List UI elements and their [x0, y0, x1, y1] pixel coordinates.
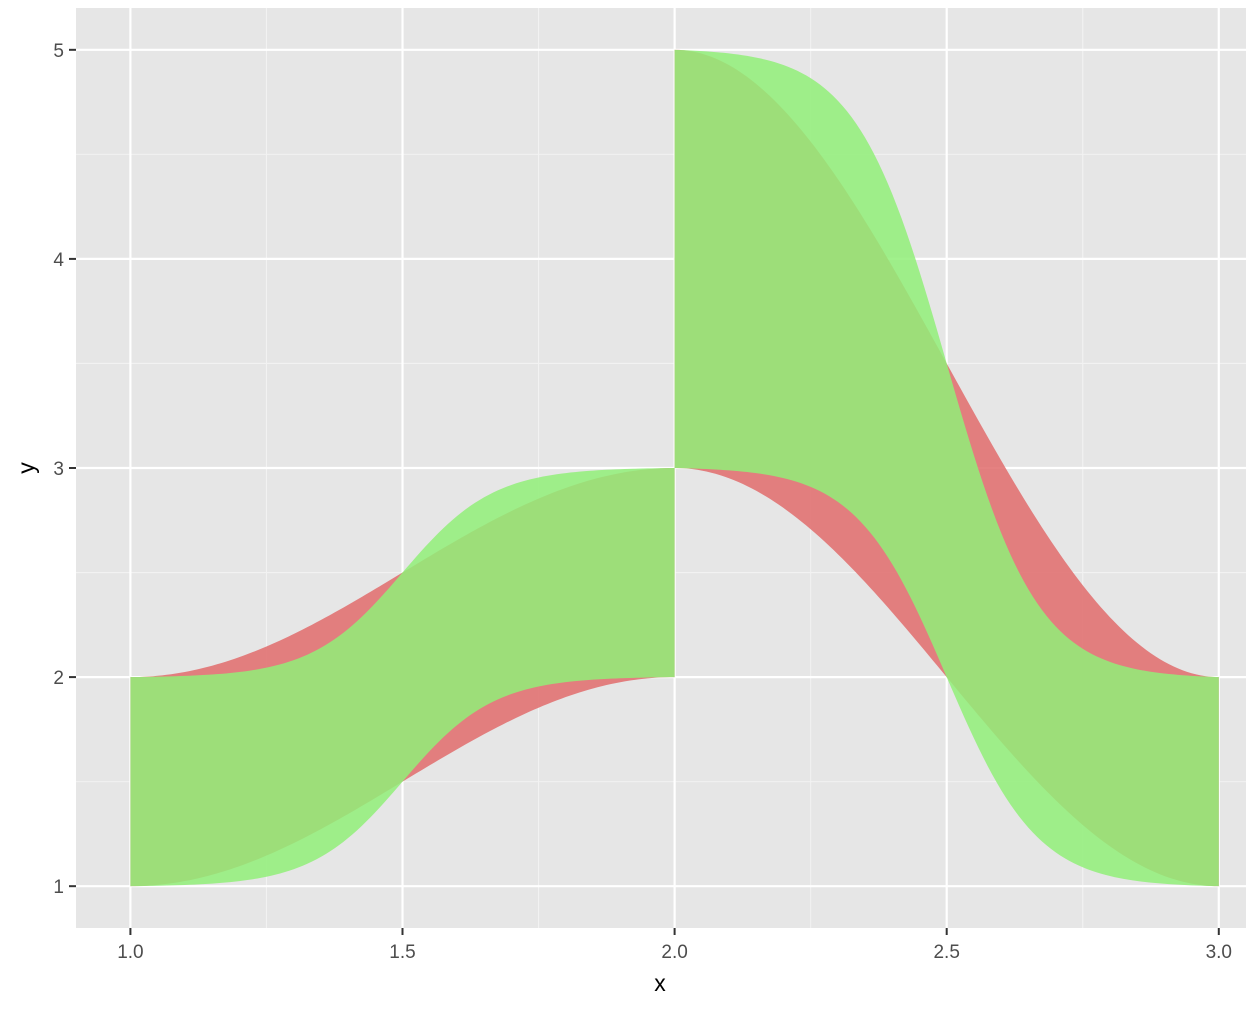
- x-axis-ticks: 1.0 1.5 2.0 2.5 3.0: [117, 928, 1232, 963]
- x-axis-title: x: [654, 970, 666, 996]
- y-axis-title: y: [13, 462, 39, 474]
- x-tick-label: 2.5: [933, 942, 959, 963]
- x-tick-label: 3.0: [1206, 942, 1232, 963]
- green-ribbon-segment-1: [130, 468, 675, 887]
- y-tick-label: 1: [53, 877, 64, 898]
- y-axis-ticks: 1 2 3 4 5: [53, 41, 76, 898]
- y-tick-label: 2: [53, 668, 64, 689]
- y-tick-label: 5: [53, 41, 64, 62]
- y-tick-label: 4: [53, 250, 64, 271]
- ribbon-layer: [130, 49, 1219, 887]
- green-ribbon-segment-2: [674, 49, 1219, 887]
- x-tick-label: 2.0: [661, 942, 687, 963]
- x-tick-label: 1.0: [117, 942, 143, 963]
- x-tick-label: 1.5: [389, 942, 415, 963]
- y-tick-label: 3: [53, 459, 64, 480]
